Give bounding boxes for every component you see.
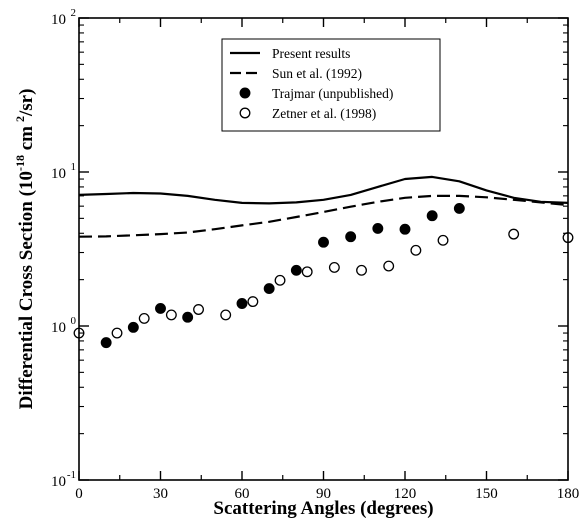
y-axis-title-exp-1: -18 [13, 155, 27, 171]
x-tick-label: 120 [394, 486, 417, 502]
trajmar-point [127, 321, 139, 333]
x-axis-title: Scattering Angles (degrees) [213, 498, 433, 518]
legend-label: Present results [272, 46, 350, 61]
x-tick-label: 180 [557, 486, 580, 502]
zetner-point [301, 266, 313, 278]
trajmar-point [155, 303, 166, 314]
trajmar-point [318, 236, 329, 248]
present-results-line [78, 175, 569, 205]
y-axis-title-exp-2: 2 [13, 116, 27, 122]
y-tick-label: 10 0 [51, 315, 77, 336]
trajmar-point [100, 337, 112, 349]
zetner-point [165, 309, 177, 321]
legend: Present results Sun et al. (1992) Trajmar … [221, 38, 441, 132]
trajmar-point [290, 264, 302, 276]
y-axis-title-part-3: /sr) [16, 89, 37, 117]
y-tick-label: 10 2 [51, 7, 76, 28]
x-tick-label: 30 [153, 486, 168, 502]
y-tick-label-exp: 0 [71, 315, 77, 327]
zetner-point [328, 261, 340, 273]
trajmar-point [372, 222, 384, 234]
y-tick-label-exp: 2 [71, 7, 77, 19]
trajmar-point [182, 311, 194, 323]
zetner-point [437, 234, 449, 246]
trajmar-point [399, 223, 411, 235]
y-tick-label: 10 1 [51, 161, 76, 182]
zetner-point [356, 264, 367, 276]
zetner-point [410, 244, 422, 256]
zetner-point [193, 304, 204, 315]
trajmar-point [263, 283, 275, 295]
legend-swatch-marker [239, 87, 251, 99]
sun-et-al-line [78, 194, 569, 238]
zetner-point [383, 260, 395, 272]
legend-label: Trajmar (unpublished) [272, 86, 393, 101]
x-tick-label: 90 [316, 486, 331, 502]
zetner-point [274, 274, 286, 286]
x-tick-label: 150 [475, 486, 498, 502]
trajmar-point [345, 231, 357, 243]
y-axis-title-part-2: cm [16, 126, 37, 155]
y-axis-title-part-1: Differential Cross Section (10 [16, 171, 37, 409]
y-tick-label: 10-1 [51, 469, 76, 490]
zetner-point [508, 228, 520, 240]
y-tick-label-base: 10 [51, 320, 66, 336]
y-tick-label-base: 10 [51, 12, 66, 28]
trajmar-point [453, 202, 465, 214]
y-tick-label-base: 10 [51, 166, 66, 182]
legend-box [221, 38, 441, 132]
y-axis-title: Differential Cross Section (10-18 cm 2/sr… [13, 89, 37, 410]
y-tick-label-exp: -1 [67, 469, 76, 481]
y-tick-label-exp: 1 [71, 161, 77, 173]
trajmar-point [426, 210, 438, 222]
zetner-point [220, 309, 232, 321]
zetner-point [138, 312, 150, 324]
trajmar-point [236, 298, 248, 309]
x-tick-label: 0 [75, 486, 83, 502]
legend-label: Sun et al. (1992) [272, 66, 362, 81]
legend-swatch-marker [239, 107, 251, 119]
y-tick-label-base: 10 [51, 474, 66, 490]
legend-label: Zetner et al. (1998) [272, 106, 376, 121]
zetner-point [111, 327, 123, 339]
x-tick-label: 60 [235, 486, 250, 502]
zetner-point [247, 296, 259, 308]
